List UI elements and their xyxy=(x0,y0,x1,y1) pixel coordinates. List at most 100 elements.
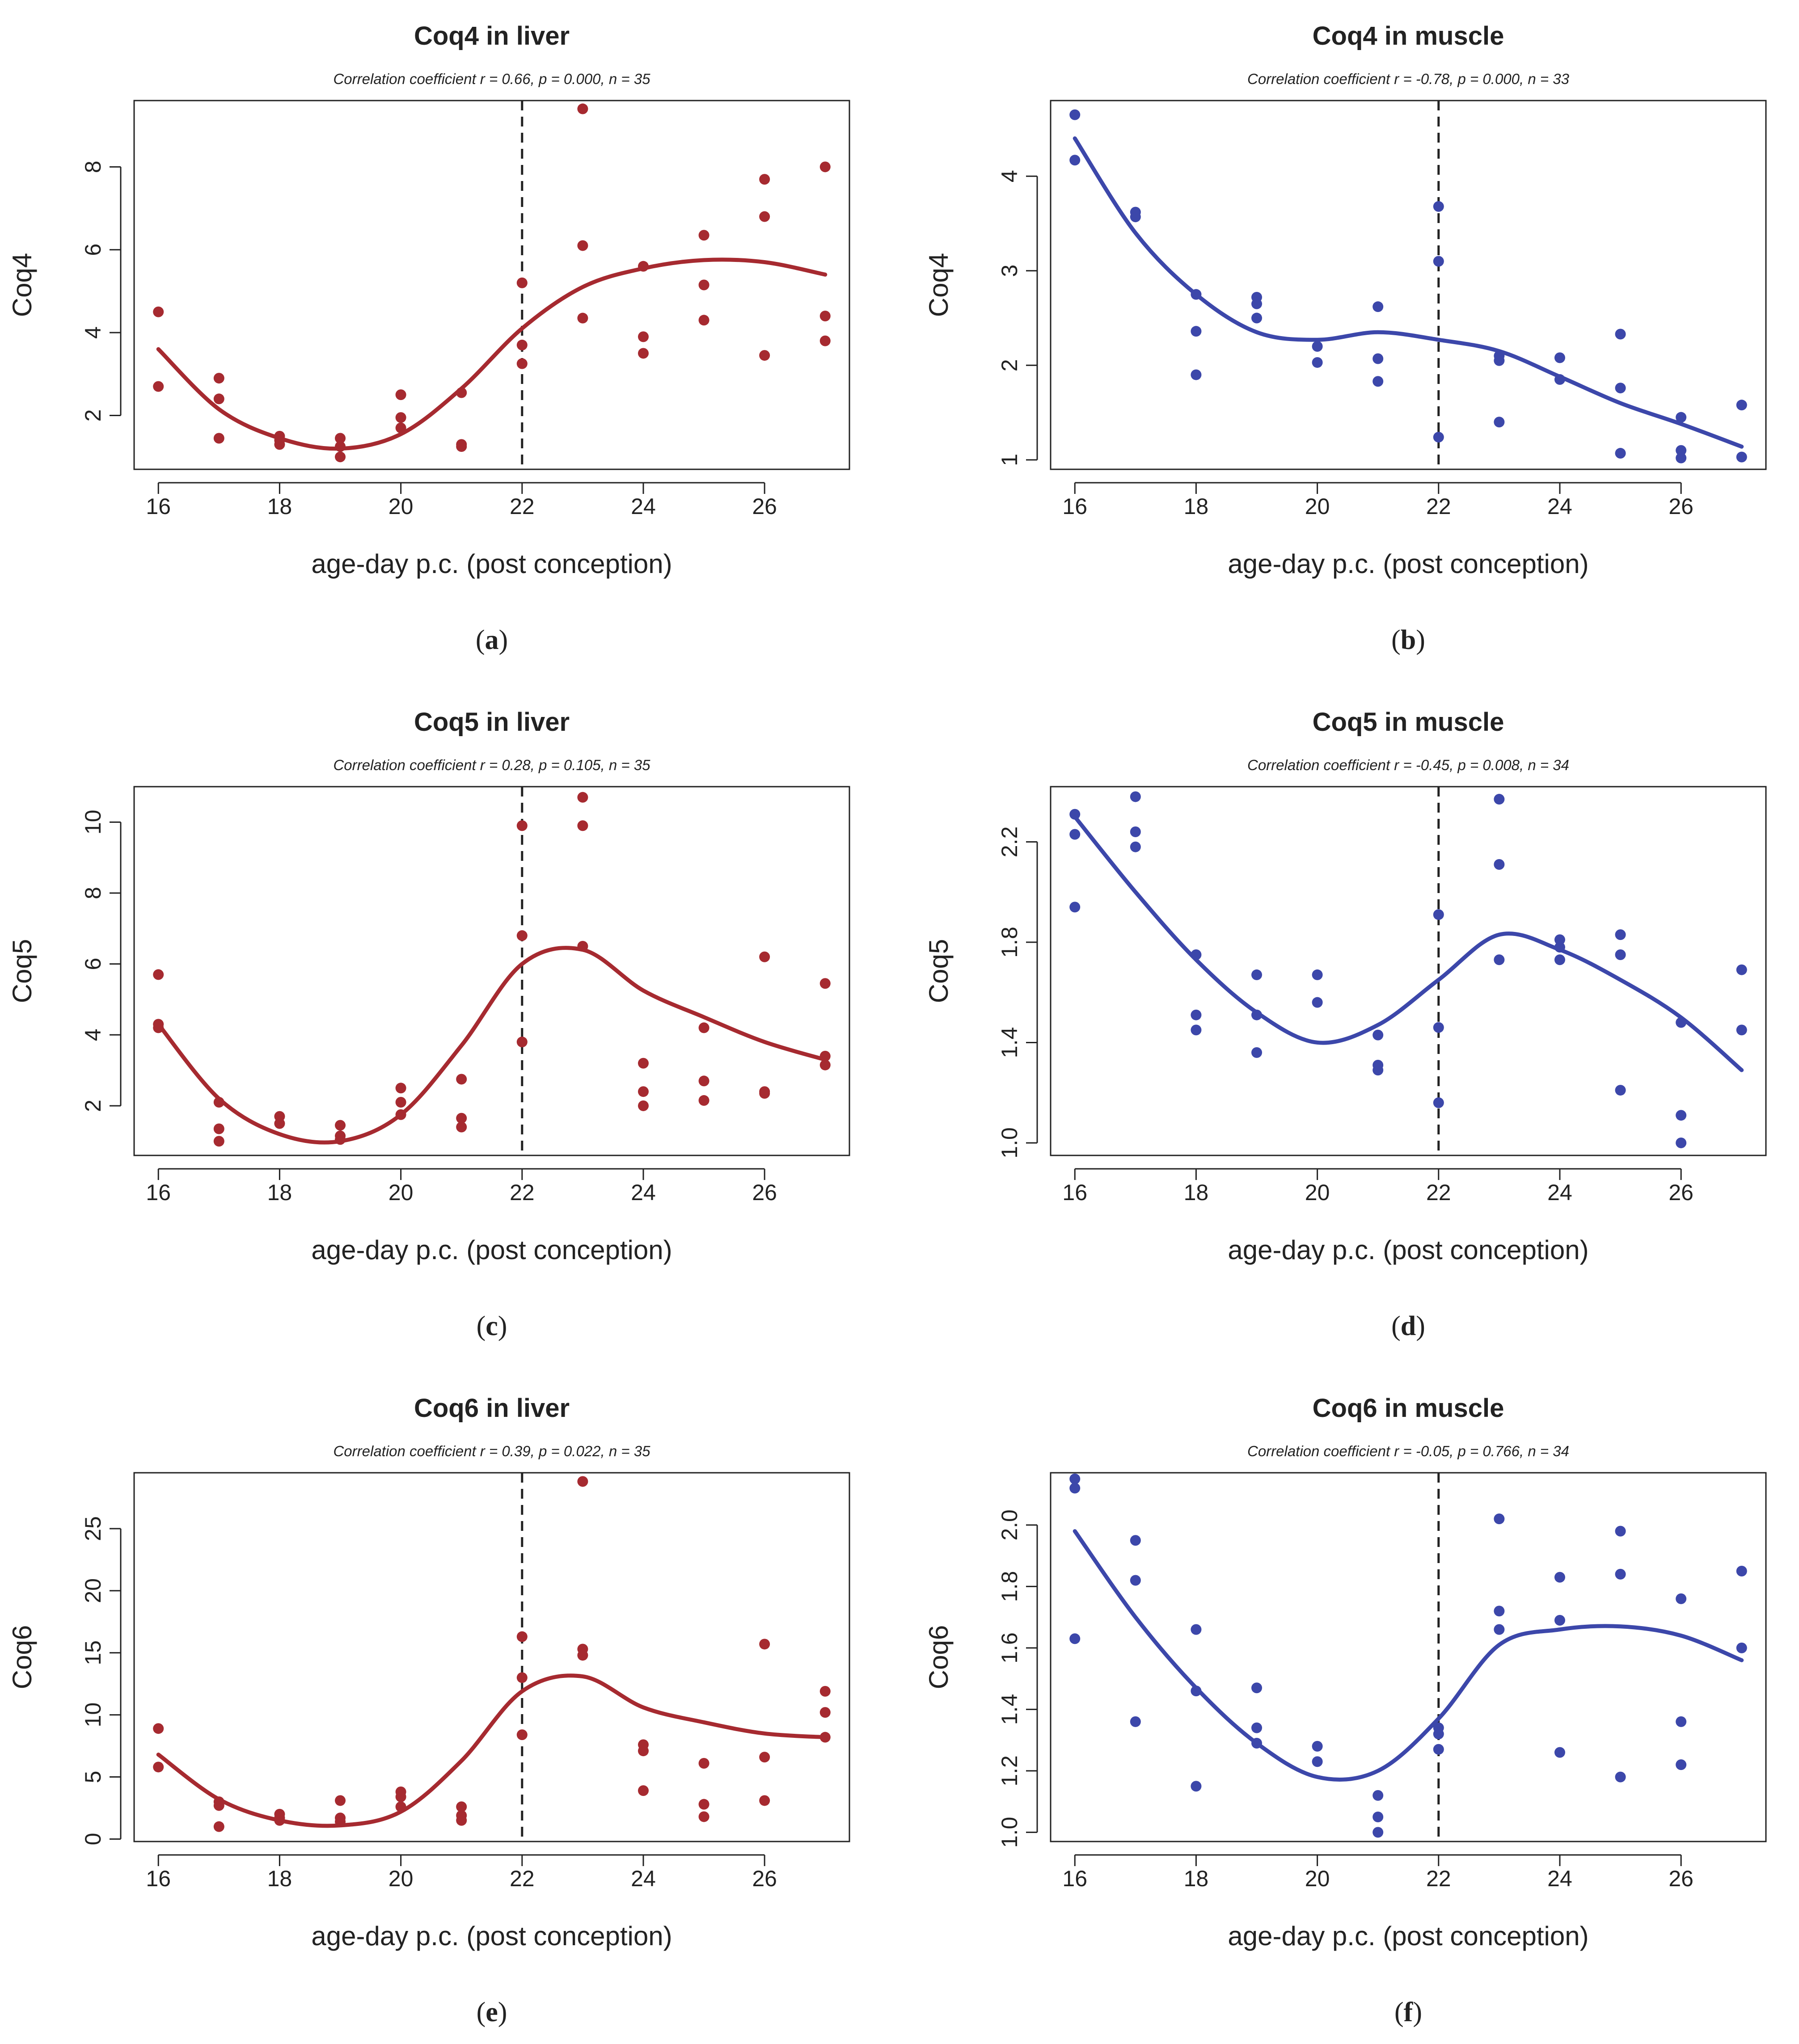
caption-paren-close: ) xyxy=(1416,625,1425,655)
y-tick-label: 2 xyxy=(80,1100,106,1112)
caption-paren-close: ) xyxy=(498,1311,507,1341)
data-point xyxy=(1069,829,1081,840)
x-tick-label: 16 xyxy=(1062,1866,1087,1891)
caption-letter: b xyxy=(1401,625,1416,655)
plot-frame xyxy=(133,786,850,1156)
y-tick-label: 4 xyxy=(997,170,1022,182)
caption-paren-open: ( xyxy=(1391,625,1401,655)
data-point xyxy=(1676,445,1687,456)
data-point xyxy=(1433,201,1444,212)
chart-subtitle: Correlation coefficient r = 0.28, p = 0.… xyxy=(333,757,650,773)
data-point xyxy=(1676,452,1687,464)
data-point xyxy=(1312,969,1323,980)
chart-title: Coq4 in liver xyxy=(414,21,570,51)
data-point xyxy=(1069,109,1081,120)
x-axis-label: age-day p.c. (post conception) xyxy=(311,1921,672,1951)
data-point xyxy=(819,1050,831,1062)
x-axis-label: age-day p.c. (post conception) xyxy=(1228,549,1588,579)
x-axis-label: age-day p.c. (post conception) xyxy=(1228,1235,1588,1265)
data-point xyxy=(1736,964,1747,975)
data-point xyxy=(274,439,285,450)
x-tick-label: 16 xyxy=(1062,1180,1087,1205)
data-point xyxy=(577,1476,588,1487)
x-tick-label: 20 xyxy=(1305,494,1330,519)
data-point xyxy=(1736,1024,1747,1036)
y-axis-label: Coq4 xyxy=(7,253,37,317)
panel-caption: (e) xyxy=(477,1997,507,2027)
data-point xyxy=(638,1086,649,1097)
x-axis-label: age-day p.c. (post conception) xyxy=(1228,1921,1588,1951)
data-point xyxy=(1312,1741,1323,1752)
data-point xyxy=(1615,1085,1626,1096)
data-point xyxy=(1494,355,1505,366)
x-tick-label: 18 xyxy=(1184,1866,1209,1891)
data-point xyxy=(456,1113,467,1124)
y-tick-label: 0 xyxy=(80,1833,106,1846)
x-tick-label: 24 xyxy=(631,494,656,519)
data-point xyxy=(1433,1744,1444,1755)
data-point xyxy=(516,820,528,831)
plot-frame xyxy=(133,100,850,470)
x-tick-label: 22 xyxy=(1426,1866,1451,1891)
caption-letter: c xyxy=(486,1311,498,1341)
data-point xyxy=(335,451,346,463)
data-point xyxy=(153,381,164,392)
data-point xyxy=(274,1815,285,1826)
y-tick-label: 1.8 xyxy=(997,927,1022,958)
data-point xyxy=(1191,1624,1202,1635)
data-point xyxy=(1494,1513,1505,1525)
data-point xyxy=(1191,289,1202,300)
panel-caption: (c) xyxy=(477,1311,507,1341)
plot-frame xyxy=(1050,786,1767,1156)
chart-title: Coq5 in liver xyxy=(414,708,570,737)
data-point xyxy=(819,161,831,173)
data-point xyxy=(1615,929,1626,940)
data-point xyxy=(1736,1642,1747,1653)
data-point xyxy=(1615,1526,1626,1537)
y-axis-label: Coq5 xyxy=(924,939,954,1003)
x-tick-label: 24 xyxy=(1547,494,1572,519)
chart-title: Coq5 in muscle xyxy=(1313,708,1504,737)
data-point xyxy=(698,230,709,241)
data-point xyxy=(213,433,224,444)
data-point xyxy=(759,211,770,222)
data-point xyxy=(153,1762,164,1773)
data-point xyxy=(1069,1483,1081,1494)
data-point xyxy=(335,1120,346,1131)
data-point xyxy=(759,951,770,962)
trend-line xyxy=(156,257,828,451)
data-point xyxy=(1191,949,1202,961)
data-point xyxy=(335,1816,346,1827)
data-point xyxy=(1191,1781,1202,1792)
data-point xyxy=(1069,902,1081,913)
chart-panel-b: Coq4 in muscle Correlation coefficient r … xyxy=(924,21,1767,655)
caption-letter: e xyxy=(486,1997,498,2027)
data-point xyxy=(516,1729,528,1741)
y-tick-label: 6 xyxy=(80,958,106,970)
data-point xyxy=(335,1795,346,1806)
data-point xyxy=(698,1758,709,1769)
data-point xyxy=(1372,353,1384,364)
chart-title: Coq4 in muscle xyxy=(1313,21,1504,51)
y-tick-label: 2.2 xyxy=(997,826,1022,858)
data-point xyxy=(274,1118,285,1129)
data-point xyxy=(1312,1756,1323,1767)
y-tick-label: 2 xyxy=(997,359,1022,371)
data-point xyxy=(516,358,528,369)
data-point xyxy=(577,240,588,251)
caption-paren-open: ( xyxy=(476,625,485,655)
data-point xyxy=(1251,1047,1263,1058)
data-point xyxy=(638,1785,649,1796)
y-tick-label: 8 xyxy=(80,160,106,173)
chart-subtitle: Correlation coefficient r = -0.05, p = 0… xyxy=(1247,1443,1569,1459)
data-point xyxy=(1494,1624,1505,1635)
data-point xyxy=(213,1123,224,1134)
x-tick-label: 18 xyxy=(267,494,292,519)
y-tick-label: 1.0 xyxy=(997,1127,1022,1159)
chart-subtitle: Correlation coefficient r = 0.39, p = 0.… xyxy=(333,1443,650,1459)
panel-caption: (a) xyxy=(476,625,508,655)
data-point xyxy=(698,1095,709,1106)
data-point xyxy=(577,820,588,831)
y-tick-label: 4 xyxy=(80,326,106,339)
